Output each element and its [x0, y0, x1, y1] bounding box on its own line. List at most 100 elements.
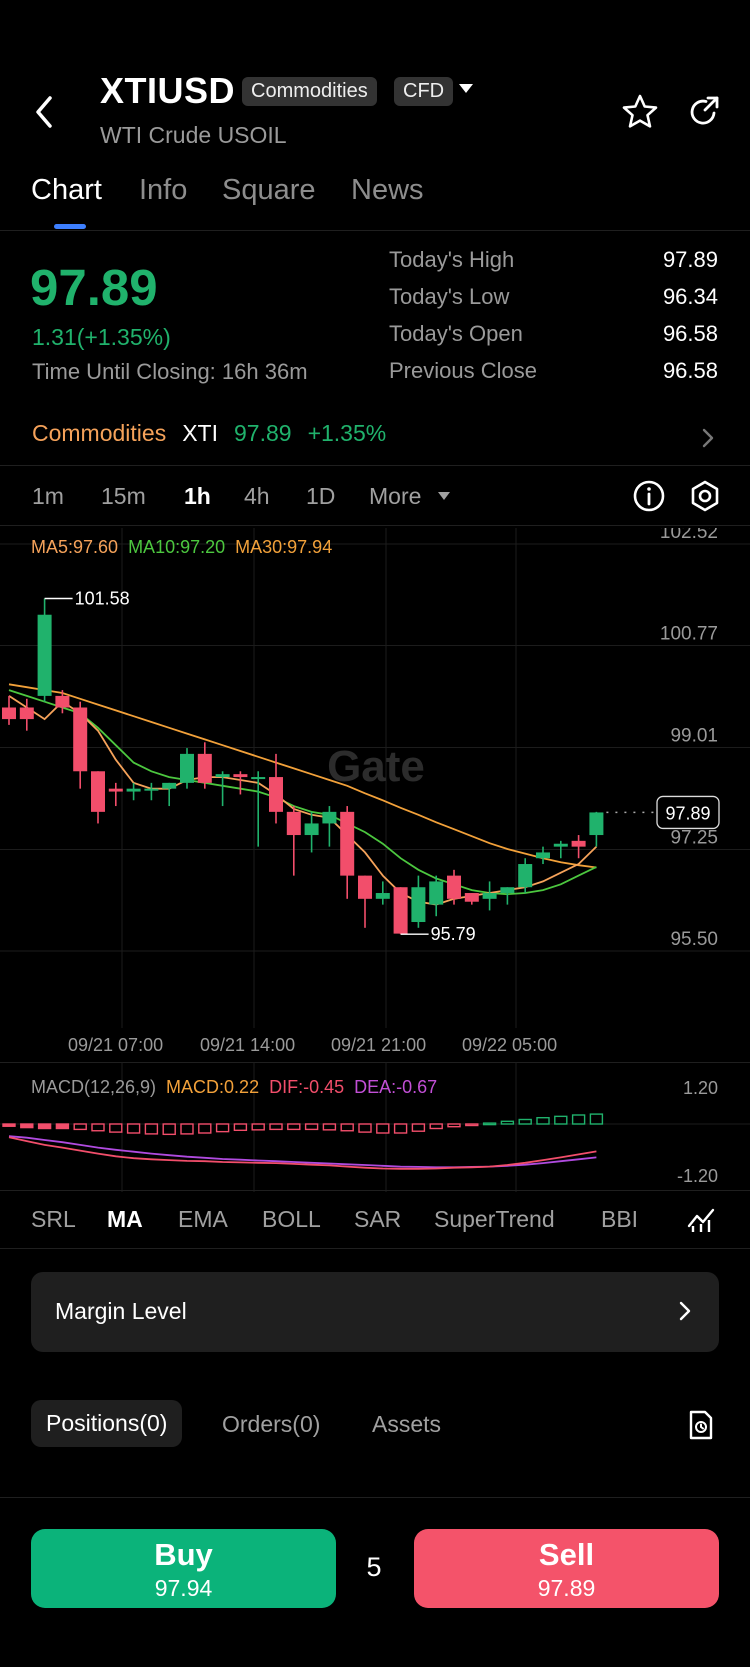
macd-histogram-bar [447, 1123, 461, 1128]
timeframe-1d[interactable]: 1D [306, 483, 336, 509]
stat-value-open: 96.58 [662, 321, 718, 346]
category-change: +1.35% [307, 420, 387, 446]
candle-body [269, 777, 283, 812]
indicator-sar[interactable]: SAR [354, 1206, 402, 1232]
tab-info[interactable]: Info [139, 174, 188, 206]
timeframe-4h[interactable]: 4h [244, 483, 270, 509]
price-chart[interactable]: 102.52 100.77 99.01 97.25 95.50 Gate 101.58 9… [0, 528, 750, 1028]
stat-value-high: 97.89 [662, 247, 718, 272]
macd-histogram-bar [393, 1123, 408, 1134]
buy-button[interactable]: Buy 97.94 [31, 1529, 336, 1608]
closing-label: Time Until Closing: [32, 359, 216, 384]
timeframe-15m[interactable]: 15m [101, 483, 146, 509]
macd-histogram-bar [554, 1115, 568, 1125]
divider [0, 465, 750, 466]
macd-histogram-bar [2, 1123, 16, 1127]
divider [0, 230, 750, 231]
dif-line [8, 1136, 597, 1170]
divider [0, 1062, 750, 1063]
chevron-down-icon[interactable] [459, 84, 473, 93]
timeframe-1h[interactable]: 1h [184, 483, 211, 509]
y-tick-label: 95.50 [670, 929, 718, 950]
stat-label-open: Today's Open [389, 321, 523, 346]
ma10-line [8, 689, 597, 896]
macd-params: MACD(12,26,9) [31, 1077, 157, 1097]
indicator-ema[interactable]: EMA [178, 1206, 228, 1232]
candle-body [144, 788, 159, 791]
category-tag: Commodities [242, 77, 377, 106]
candle-body [2, 707, 16, 720]
tab-news[interactable]: News [351, 174, 424, 206]
macd-histogram-bar [340, 1123, 354, 1132]
category-price: 97.89 [234, 420, 292, 446]
tab-positions[interactable]: Positions(0) [31, 1400, 183, 1447]
indicator-boll[interactable]: BOLL [262, 1206, 321, 1232]
dea-value: DEA:-0.67 [354, 1077, 438, 1097]
share-icon[interactable] [684, 92, 724, 132]
last-price: 97.89 [30, 259, 158, 316]
info-icon[interactable] [632, 479, 666, 513]
margin-level-card[interactable]: Margin Level [31, 1272, 719, 1352]
macd-histogram-bar [322, 1123, 337, 1131]
tab-orders[interactable]: Orders(0) [222, 1411, 321, 1437]
ma5-line [8, 695, 598, 906]
tab-assets[interactable]: Assets [372, 1411, 442, 1437]
candle-body [180, 753, 194, 783]
ma-legend: MA5:97.60 MA10:97.20 MA30:97.94 [31, 537, 332, 558]
candle-body [482, 893, 497, 899]
macd-histogram-bar [215, 1123, 230, 1133]
candle-body [162, 782, 177, 789]
macd-histogram-bar [91, 1123, 105, 1132]
macd-histogram-bar [269, 1123, 283, 1131]
chevron-down-icon[interactable] [438, 492, 450, 500]
stat-value-low: 96.34 [662, 284, 718, 309]
candle-body [411, 887, 426, 923]
macd-chart[interactable]: 1.20 -1.20 [0, 1062, 750, 1192]
indicator-supertrend[interactable]: SuperTrend [434, 1206, 555, 1232]
candle-body [304, 823, 319, 836]
back-arrow-icon[interactable] [28, 90, 64, 134]
macd-y-top: 1.20 [683, 1078, 718, 1098]
stat-value-prev-close: 96.58 [662, 358, 718, 383]
y-tick-label: 102.52 [660, 528, 718, 543]
macd-histogram-bar [376, 1123, 390, 1134]
indicator-ma[interactable]: MA [107, 1206, 143, 1232]
candle-body [553, 843, 568, 847]
ma30-line [8, 683, 597, 869]
symbol-title: XTIUSD [100, 70, 236, 111]
timeframe-1m[interactable]: 1m [32, 483, 64, 509]
macd-histogram-bar [251, 1123, 265, 1131]
indicator-bbi[interactable]: BBI [601, 1206, 639, 1232]
macd-value: MACD:0.22 [166, 1077, 260, 1097]
candle-body [322, 811, 337, 824]
chevron-right-icon[interactable] [698, 424, 718, 452]
sell-label: Sell [538, 1537, 595, 1572]
macd-histogram-bar [233, 1123, 248, 1132]
sell-button[interactable]: Sell 97.89 [414, 1529, 719, 1608]
macd-histogram-bar [198, 1123, 212, 1134]
divider [0, 1497, 750, 1498]
x-tick-label: 09/21 14:00 [200, 1035, 296, 1055]
buy-price: 97.94 [154, 1575, 213, 1601]
candle-body [589, 812, 604, 836]
indicator-srl[interactable]: SRL [31, 1206, 76, 1232]
macd-histogram-bar [287, 1123, 301, 1131]
buy-label: Buy [154, 1537, 213, 1572]
timeframe-more[interactable]: More [369, 483, 422, 509]
quantity-value[interactable]: 5 [366, 1552, 382, 1582]
category-row[interactable]: Commodities XTI 97.89 +1.35% [32, 420, 386, 447]
macd-histogram-bar [589, 1113, 604, 1125]
cfd-tag[interactable]: CFD [394, 77, 454, 106]
star-icon[interactable] [620, 92, 660, 132]
macd-histogram-bar [162, 1123, 176, 1136]
candle-body [73, 707, 88, 772]
candle-body [536, 852, 550, 859]
macd-histogram-bar [304, 1123, 319, 1131]
indicator-settings-icon[interactable] [686, 1204, 716, 1234]
tab-square[interactable]: Square [222, 174, 316, 206]
macd-histogram-bar [144, 1123, 159, 1135]
document-history-icon[interactable] [688, 1410, 714, 1440]
settings-icon[interactable] [688, 479, 722, 513]
tab-chart[interactable]: Chart [31, 174, 102, 206]
candle-body [340, 811, 355, 876]
